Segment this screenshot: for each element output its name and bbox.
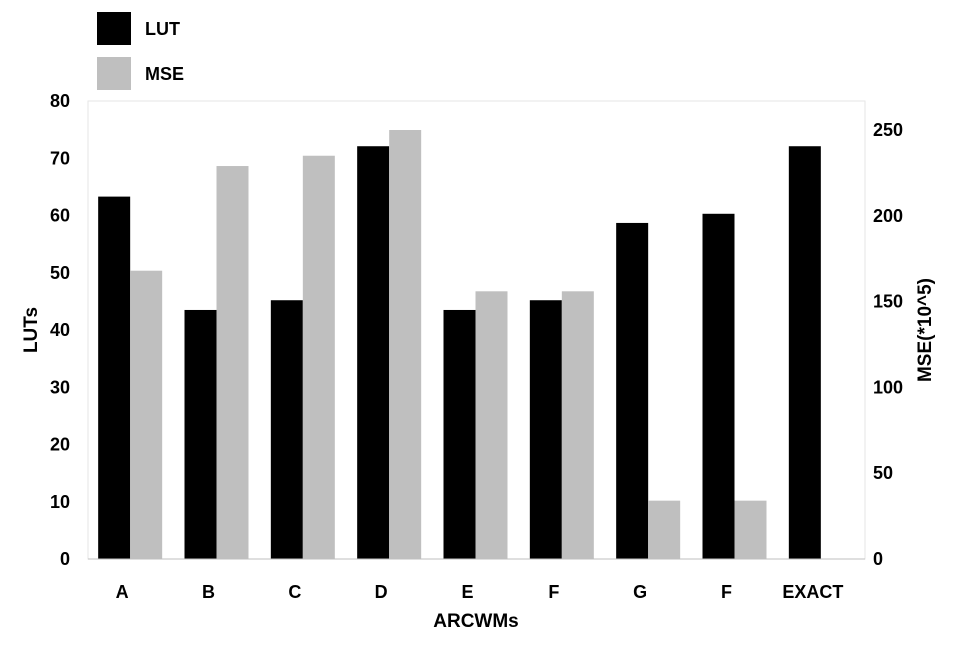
- left-tick-label: 80: [50, 91, 70, 111]
- bar-mse-0: [130, 270, 163, 559]
- left-tick-label: 10: [50, 492, 70, 512]
- bar-mse-7: [734, 500, 767, 559]
- bar-lut-3: [357, 146, 390, 560]
- bar-mse-4: [475, 291, 508, 559]
- right-tick-label: 200: [873, 206, 903, 226]
- right-axis: 0 50 100 150 200 250: [873, 120, 903, 569]
- category-label: B: [202, 582, 215, 602]
- bar-mse-2: [302, 155, 335, 560]
- legend-swatch-lut: [97, 12, 131, 45]
- bar-lut-6: [616, 222, 649, 559]
- bar-lut-8: [788, 146, 821, 560]
- left-tick-label: 40: [50, 320, 70, 340]
- x-axis-title: ARCWMs: [433, 611, 519, 632]
- left-axis: 0 10 20 30 40 50 60 70 80: [50, 91, 70, 569]
- bar-mse-6: [648, 500, 681, 559]
- category-label: F: [721, 582, 732, 602]
- category-label: A: [116, 582, 129, 602]
- y-axis-title: LUTs: [21, 307, 42, 353]
- bar-lut-1: [184, 309, 217, 559]
- bar-mse-3: [389, 130, 422, 559]
- right-tick-label: 150: [873, 292, 903, 312]
- left-tick-label: 20: [50, 435, 70, 455]
- y2-axis-title: MSE(*10^5): [915, 278, 936, 382]
- category-label: F: [548, 582, 559, 602]
- left-tick-label: 30: [50, 377, 70, 397]
- bar-mse-5: [561, 291, 594, 559]
- bar-lut-2: [270, 300, 303, 559]
- category-label: EXACT: [782, 582, 843, 602]
- legend-label-mse: MSE: [145, 64, 184, 84]
- legend: LUT MSE: [97, 12, 184, 90]
- right-tick-label: 0: [873, 549, 883, 569]
- bar-lut-7: [702, 213, 735, 559]
- right-tick-label: 50: [873, 463, 893, 483]
- legend-swatch-mse: [97, 57, 131, 90]
- left-tick-label: 60: [50, 206, 70, 226]
- category-label: D: [375, 582, 388, 602]
- left-tick-label: 50: [50, 263, 70, 283]
- bar-lut-0: [98, 196, 131, 560]
- left-tick-label: 0: [60, 549, 70, 569]
- category-label: E: [461, 582, 473, 602]
- bar-lut-5: [529, 300, 562, 559]
- left-tick-label: 70: [50, 148, 70, 168]
- bar-lut-4: [443, 309, 476, 559]
- category-labels: A B C D E F G F EXACT: [116, 582, 844, 602]
- category-label: C: [288, 582, 301, 602]
- right-tick-label: 100: [873, 377, 903, 397]
- legend-label-lut: LUT: [145, 19, 180, 39]
- category-label: G: [633, 582, 647, 602]
- bars: [98, 130, 821, 560]
- right-tick-label: 250: [873, 120, 903, 140]
- bar-mse-1: [216, 166, 249, 559]
